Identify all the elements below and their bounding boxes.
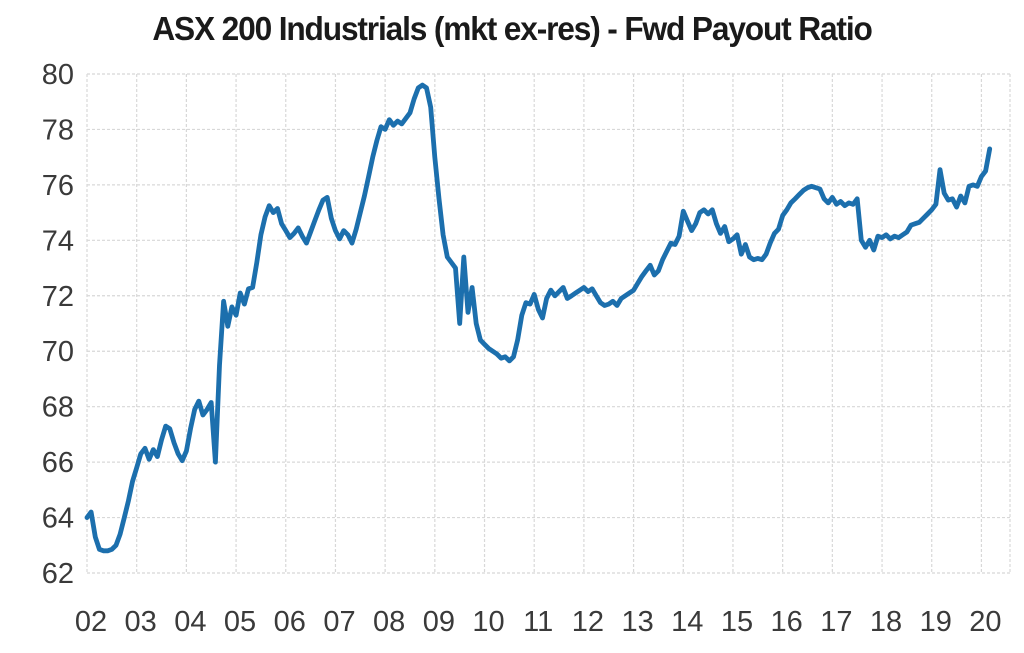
x-axis-tick-label: 08 — [373, 606, 405, 638]
x-axis-tick-label: 17 — [820, 606, 852, 638]
payout-ratio-series-line — [84, 82, 993, 554]
y-axis-tick-label: 72 — [42, 281, 74, 313]
x-axis-tick-label: 11 — [523, 606, 553, 638]
y-axis-tick-label: 68 — [42, 392, 74, 424]
x-axis-tick-label: 14 — [671, 606, 703, 638]
x-axis-tick-label: 15 — [721, 606, 753, 638]
y-axis-tick-label: 78 — [42, 114, 74, 146]
x-axis-tick-label: 04 — [174, 606, 206, 638]
y-axis-tick-label: 80 — [42, 59, 74, 91]
y-axis-tick-label: 70 — [42, 336, 74, 368]
x-axis-tick-label: 18 — [870, 606, 902, 638]
x-axis-tick-label: 19 — [920, 606, 952, 638]
x-axis-tick-label: 16 — [771, 606, 803, 638]
x-axis-tick-label: 13 — [621, 606, 653, 638]
y-axis: 62 64 66 68 70 72 74 76 78 80 — [42, 59, 74, 590]
gridlines — [86, 73, 1011, 574]
y-axis-tick-label: 62 — [42, 558, 74, 590]
x-axis-tick-label: 06 — [274, 606, 306, 638]
x-axis-tick-label: 02 — [75, 606, 107, 638]
x-axis-tick-label: 03 — [125, 606, 157, 638]
y-axis-tick-label: 74 — [42, 225, 74, 257]
y-axis-tick-label: 66 — [42, 447, 74, 479]
x-axis-tick-label: 10 — [472, 606, 504, 638]
chart-title: ASX 200 Industrials (mkt ex-res) - Fwd P… — [152, 10, 873, 47]
x-axis: 02 03 04 05 06 07 08 09 10 11 12 13 14 15 16 17 18 19 20 — [75, 606, 1002, 638]
x-axis-tick-label: 07 — [323, 606, 355, 638]
x-axis-tick-label: 20 — [969, 606, 1001, 638]
x-axis-tick-label: 09 — [423, 606, 455, 638]
x-axis-tick-label: 12 — [572, 606, 604, 638]
y-axis-tick-label: 64 — [42, 503, 74, 535]
y-axis-tick-label: 76 — [42, 170, 74, 202]
x-axis-tick-label: 05 — [224, 606, 256, 638]
